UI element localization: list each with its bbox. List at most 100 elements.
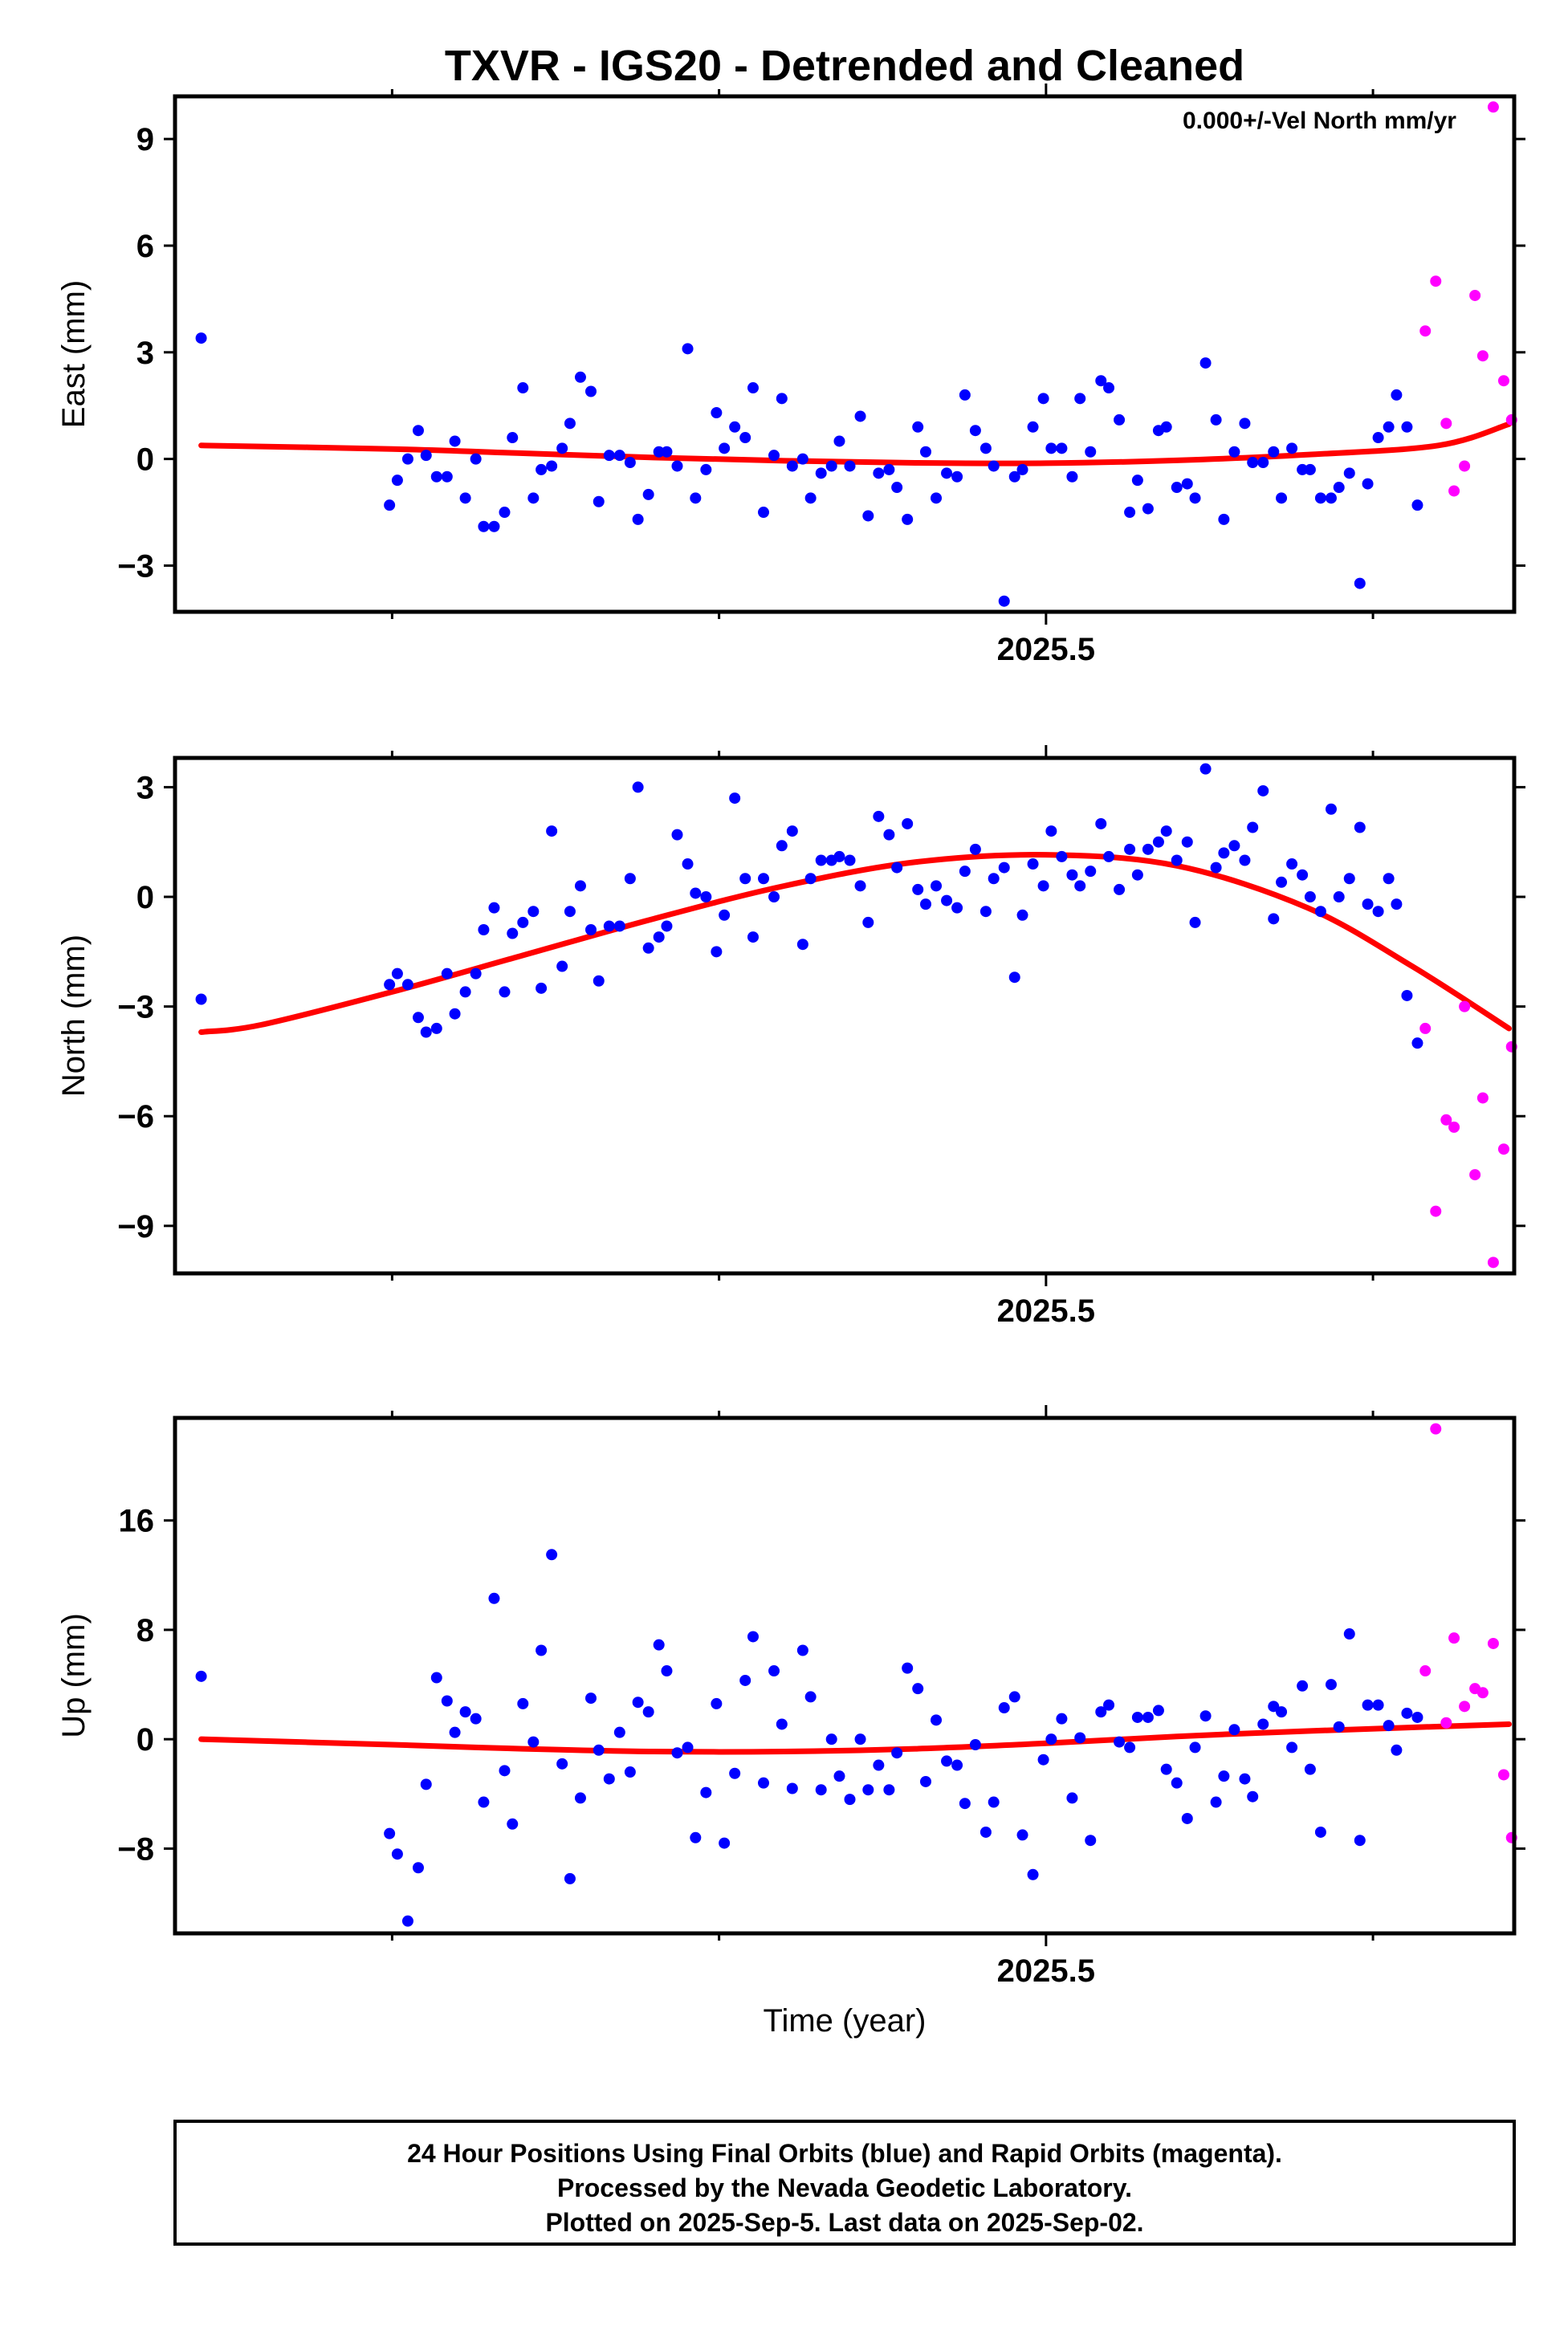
north-final-point <box>719 909 731 921</box>
east-final-point <box>951 470 963 483</box>
north-final-point <box>1228 840 1240 852</box>
north-panel: −9 −6 −3 0 3 2025.5 North (mm) <box>56 745 1525 1329</box>
east-final-point <box>527 492 540 504</box>
east-final-point <box>844 460 856 472</box>
north-final-point <box>854 880 866 892</box>
up-final-point <box>1247 1790 1259 1802</box>
up-final-point <box>384 1827 396 1839</box>
up-final-point <box>682 1741 694 1754</box>
north-final-point <box>1362 898 1374 910</box>
up-rapid-point <box>1497 1769 1509 1781</box>
up-final-point <box>883 1784 895 1796</box>
up-final-point <box>1391 1744 1403 1756</box>
east-final-point <box>959 389 971 401</box>
north-final-point <box>919 898 931 910</box>
east-final-point <box>815 467 827 479</box>
east-final-point <box>690 492 702 504</box>
up-final-point <box>844 1794 856 1806</box>
up-final-point <box>420 1778 432 1790</box>
north-final-point <box>1152 836 1164 848</box>
north-final-point <box>883 829 895 841</box>
north-final-point <box>384 979 396 991</box>
north-final-point <box>603 920 615 932</box>
up-final-point <box>873 1759 885 1771</box>
east-ytick-label: 0 <box>136 442 154 478</box>
north-frame <box>173 756 1517 1276</box>
up-final-point <box>776 1718 788 1730</box>
up-final-point <box>768 1665 780 1677</box>
east-final-point <box>1268 446 1280 458</box>
east-final-point <box>786 460 798 472</box>
north-final-point <box>988 873 1000 885</box>
east-ylabel: East (mm) <box>56 280 92 428</box>
east-rapid-point <box>1440 418 1452 430</box>
east-rapid-point <box>1419 325 1432 337</box>
east-fit-curve <box>198 421 1512 466</box>
up-final-point <box>711 1697 723 1709</box>
north-final-point <box>1114 883 1126 895</box>
east-final-point <box>1142 503 1154 515</box>
north-final-point <box>1304 891 1316 903</box>
north-final-point <box>1171 854 1183 866</box>
up-rapid-point <box>1487 1637 1499 1649</box>
up-rapid-point <box>1459 1701 1471 1713</box>
up-final-point <box>1160 1763 1172 1775</box>
north-rapid-point <box>1430 1205 1442 1217</box>
east-final-point <box>642 488 654 500</box>
north-final-point <box>1325 803 1337 815</box>
north-final-point <box>941 894 953 906</box>
east-final-point <box>441 470 453 483</box>
east-final-point <box>1325 492 1337 504</box>
east-final-point <box>1095 375 1107 387</box>
up-final-point <box>969 1738 981 1750</box>
north-final-point <box>488 902 500 914</box>
east-final-point <box>862 510 874 522</box>
east-final-point <box>1354 577 1366 589</box>
up-final-point <box>441 1695 453 1707</box>
east-final-point <box>1247 457 1259 469</box>
east-final-point <box>941 467 953 479</box>
up-final-point <box>1333 1721 1345 1733</box>
east-xtick-label: 2025.5 <box>997 632 1095 667</box>
up-final-point <box>1199 1710 1212 1722</box>
up-final-point <box>1016 1829 1028 1841</box>
north-final-point <box>574 880 586 892</box>
east-final-point <box>584 385 597 397</box>
east-final-point <box>1228 446 1240 458</box>
up-final-point <box>391 1848 403 1860</box>
east-ytick-label: −3 <box>117 548 154 584</box>
east-final-point <box>1257 457 1269 469</box>
up-final-point <box>1066 1792 1078 1804</box>
north-final-point <box>1268 913 1280 925</box>
up-final-point <box>1314 1826 1326 1838</box>
north-ytick-label: 0 <box>136 880 154 915</box>
east-final-point <box>459 492 471 504</box>
up-final-point <box>507 1818 519 1830</box>
north-final-point <box>873 810 885 822</box>
north-rapid-point <box>1487 1257 1499 1269</box>
up-final-point <box>603 1773 615 1785</box>
east-final-point <box>1027 421 1039 433</box>
up-final-point <box>478 1796 490 1808</box>
north-final-point <box>1333 891 1345 903</box>
up-final-point <box>1056 1713 1068 1725</box>
up-final-point <box>430 1672 442 1684</box>
footer-line-2: Processed by the Nevada Geodetic Laborat… <box>557 2173 1132 2202</box>
north-final-point <box>478 924 490 935</box>
up-final-point <box>1257 1718 1269 1730</box>
north-final-point <box>902 817 914 829</box>
up-final-point <box>401 1915 413 1927</box>
east-final-point <box>430 470 442 483</box>
up-final-point <box>931 1714 943 1726</box>
east-final-point <box>902 513 914 525</box>
north-final-point <box>661 920 673 932</box>
north-final-point <box>556 960 568 972</box>
north-final-point <box>412 1012 424 1024</box>
up-final-point <box>1103 1699 1115 1711</box>
up-final-point <box>488 1592 500 1604</box>
up-final-point <box>690 1831 702 1843</box>
north-final-point <box>891 862 903 874</box>
up-final-point <box>642 1706 654 1718</box>
north-final-point <box>653 931 665 943</box>
up-final-point <box>536 1644 548 1656</box>
